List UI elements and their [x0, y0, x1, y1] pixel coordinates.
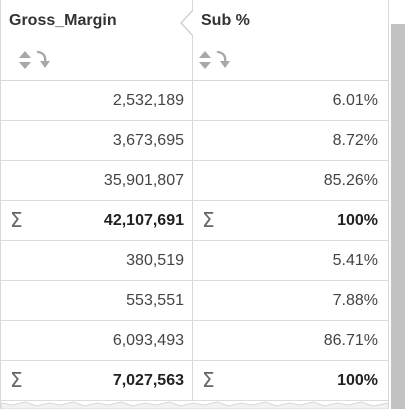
- sort-icon[interactable]: [197, 50, 237, 70]
- sub-percent-cell: 8.72%: [332, 132, 378, 149]
- table-row: 35,901,807 85.26%: [1, 161, 388, 201]
- sigma-icon: Σ: [202, 208, 215, 232]
- total-value: 100%: [337, 212, 378, 229]
- sub-percent-cell: 5.41%: [332, 252, 378, 269]
- gross-margin-cell: 553,551: [1, 281, 193, 320]
- sub-percent-cell: 85.26%: [323, 172, 378, 189]
- total-row: Σ 7,027,563 Σ 100%: [1, 361, 388, 401]
- header-row: Gross_Margin Sub %: [1, 0, 388, 81]
- scrollbar-thumb[interactable]: [391, 24, 405, 409]
- collapse-notch-icon[interactable]: [179, 10, 193, 36]
- torn-edge: [1, 401, 388, 409]
- column-header-label: Gross_Margin: [9, 12, 117, 29]
- sigma-icon: Σ: [10, 368, 23, 392]
- table-row: 3,673,695 8.72%: [1, 121, 388, 161]
- sub-percent-total-cell: Σ 100%: [193, 361, 388, 400]
- total-value: 42,107,691: [103, 212, 184, 229]
- table-row: 2,532,189 6.01%: [1, 81, 388, 121]
- total-row: Σ 42,107,691 Σ 100%: [1, 201, 388, 241]
- table-row: 553,551 7.88%: [1, 281, 388, 321]
- vertical-scrollbar[interactable]: [388, 0, 407, 409]
- gross-margin-cell: 380,519: [1, 241, 193, 280]
- column-header-gross-margin[interactable]: Gross_Margin: [1, 0, 193, 80]
- sub-percent-cell: 6.01%: [332, 92, 378, 109]
- table-row: 380,519 5.41%: [1, 241, 388, 281]
- column-header-label: Sub %: [201, 12, 250, 29]
- gross-margin-cell: 2,532,189: [1, 81, 193, 120]
- sort-icon[interactable]: [17, 50, 57, 70]
- sigma-icon: Σ: [202, 368, 215, 392]
- sub-percent-cell: 7.88%: [332, 292, 378, 309]
- data-grid: Gross_Margin Sub % 2,532,189 6.0: [0, 0, 388, 409]
- gross-margin-cell: 3,673,695: [1, 121, 193, 160]
- gross-margin-total-cell: Σ 7,027,563: [1, 361, 193, 400]
- total-value: 7,027,563: [112, 372, 184, 389]
- gross-margin-total-cell: Σ 42,107,691: [1, 201, 193, 240]
- gross-margin-cell: 35,901,807: [1, 161, 193, 200]
- sub-percent-cell: 86.71%: [323, 332, 378, 349]
- sigma-icon: Σ: [10, 208, 23, 232]
- column-header-sub-percent[interactable]: Sub %: [193, 0, 388, 80]
- sub-percent-total-cell: Σ 100%: [193, 201, 388, 240]
- gross-margin-cell: 6,093,493: [1, 321, 193, 360]
- table-row: 6,093,493 86.71%: [1, 321, 388, 361]
- total-value: 100%: [337, 372, 378, 389]
